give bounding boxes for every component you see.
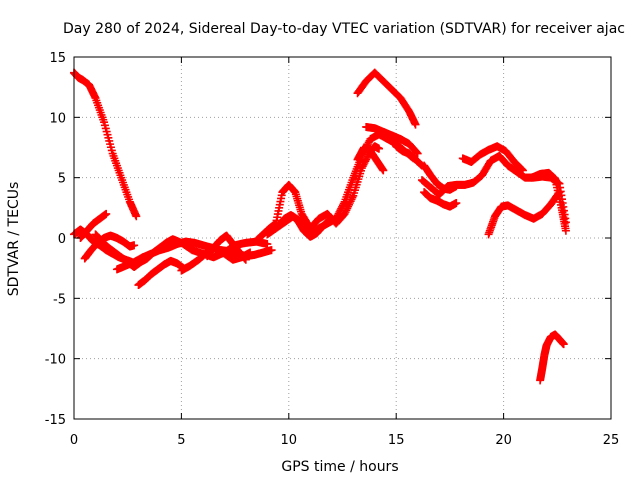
axes: 0 5 10 15 20 25 -15 -10 -5 0 5 10 15 [45,51,620,448]
series-pass-s [420,188,461,211]
data-point [132,212,141,221]
data-point [413,149,422,158]
x-axis-label: GPS time / hours [281,459,398,475]
data-point [325,215,334,224]
data-point [130,241,139,250]
series-pass-u [484,188,564,239]
data-point [411,120,420,129]
data-point [375,144,384,153]
data-point [518,165,527,174]
series-pass-n [362,122,422,158]
grid [74,57,611,419]
series-pass-p [392,142,426,170]
data-point [263,240,272,249]
y-tick-label: 10 [49,111,66,126]
data-point [267,246,276,255]
data-point [102,209,111,218]
y-tick-label: 5 [58,172,66,187]
x-tick-label: 10 [281,433,298,448]
y-tick-label: -5 [53,292,66,307]
data-point [339,199,348,208]
data-point [518,166,527,175]
y-axis-label: SDTVAR / TECUs [6,182,22,297]
y-tick-label: 0 [58,232,66,247]
y-tick-label: 15 [49,51,66,66]
plot-area [70,68,570,385]
data-point [241,255,250,264]
series-pass-v [527,168,570,235]
x-tick-label: 5 [177,433,185,448]
series-pass-w [536,330,568,385]
data-point [246,248,255,257]
series-pass-r [420,161,461,194]
x-tick-label: 15 [388,433,405,448]
series-pass-t [458,142,527,175]
series-pass-o [353,143,388,175]
x-tick-label: 20 [495,433,512,448]
data-point [561,226,570,235]
data-point [452,182,461,191]
series-pass-m [353,68,420,129]
chart-title: Day 280 of 2024, Sidereal Day-to-day VTE… [63,21,625,37]
y-tick-label: -15 [45,413,66,428]
x-tick-label: 25 [603,433,620,448]
data-point [452,199,461,208]
series-pass-i [203,231,250,264]
data-point [559,340,568,349]
data-point [379,166,388,175]
series-pass-l [274,211,334,241]
data-point [517,164,526,173]
series-pass-a [70,68,141,221]
x-tick-label: 0 [70,433,78,448]
series-pass-c [76,209,111,242]
data-point [412,148,421,157]
y-tick-label: -10 [45,353,66,368]
